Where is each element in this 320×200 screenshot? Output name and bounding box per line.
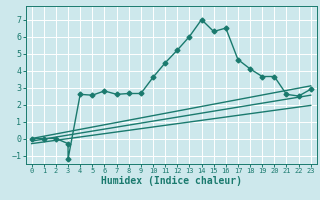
X-axis label: Humidex (Indice chaleur): Humidex (Indice chaleur) xyxy=(101,176,242,186)
